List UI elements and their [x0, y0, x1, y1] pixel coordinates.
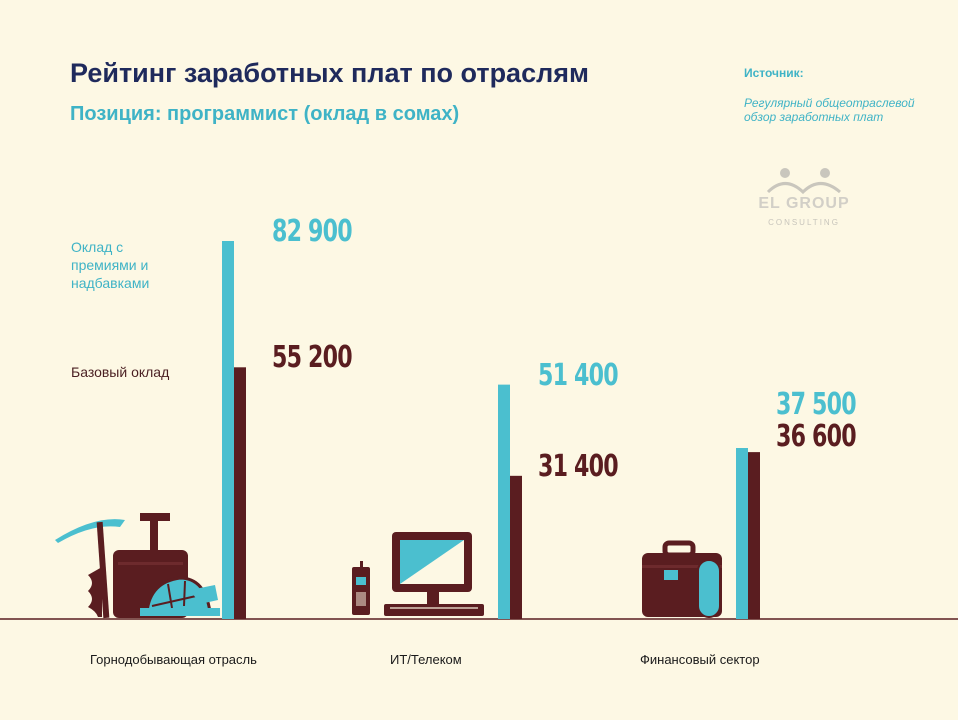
bar-group — [222, 241, 760, 619]
logo-subtitle: CONSULTING — [768, 218, 840, 227]
mining-tools-icon — [55, 513, 220, 619]
bar-base-0 — [234, 367, 246, 619]
bar-bonus-1 — [498, 384, 510, 619]
briefcase-icon — [642, 540, 722, 618]
value-label-base-2: 36 600 — [776, 419, 857, 455]
bar-bonus-0 — [222, 241, 234, 619]
bar-base-2 — [748, 452, 760, 619]
bar-base-1 — [510, 475, 522, 619]
value-label-bonus-1: 51 400 — [538, 357, 619, 393]
computer-phone-icon — [352, 532, 484, 616]
people-logo-icon — [766, 168, 841, 195]
bar-bonus-2 — [736, 448, 748, 619]
source-text: Регулярный общеотраслевой обзор заработн… — [744, 96, 915, 124]
value-label-bonus-2: 37 500 — [776, 387, 857, 422]
logo-name: EL GROUP — [758, 195, 850, 212]
legend-base: Базовый оклад — [71, 364, 170, 380]
page-subtitle: Позиция: программист (оклад в сомах) — [70, 103, 460, 125]
value-label-base-1: 31 400 — [538, 448, 619, 484]
category-label-1: ИТ/Телеком — [390, 652, 462, 667]
category-label-2: Финансовый сектор — [640, 652, 760, 667]
category-label-0: Горнодобывающая отрасль — [90, 652, 257, 667]
page-title: Рейтинг заработных плат по отраслям — [70, 58, 589, 88]
value-label-bonus-0: 82 900 — [272, 214, 353, 249]
legend-bonus: Оклад с премиями и надбавками — [71, 239, 150, 291]
value-label-base-0: 55 200 — [272, 340, 353, 376]
source-label: Источник: — [744, 66, 804, 80]
